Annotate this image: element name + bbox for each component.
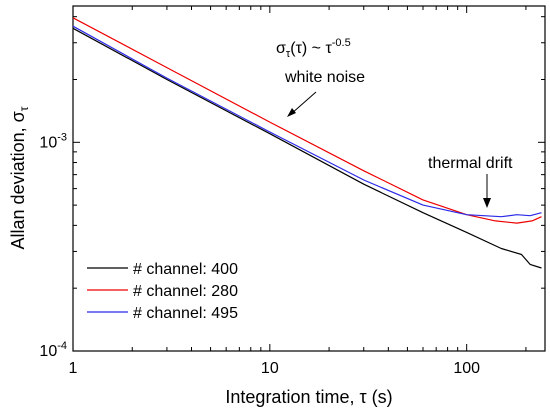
- y-tick-label: 10-4: [39, 340, 67, 360]
- x-tick-label: 1: [69, 360, 78, 377]
- white-noise-annotation: white noise: [284, 69, 365, 86]
- series-line-0: [72, 27, 542, 269]
- y-tick-label: 10-3: [39, 131, 67, 151]
- slope-annotation-sup: -0.5: [332, 37, 351, 49]
- thermal-drift-arrowhead: [483, 198, 491, 208]
- y-axis-title-main: Allan deviation, σ: [8, 111, 28, 249]
- series-line-2: [72, 25, 542, 218]
- white-noise-arrow-shaft: [290, 91, 317, 115]
- series-line-1: [72, 17, 542, 224]
- y-axis-title-sub: τ: [17, 106, 31, 111]
- slope-annotation: στ(τ) ~ τ-0.5: [276, 37, 351, 60]
- axis-ticks: 1 10 100 10-4 10-3: [39, 6, 545, 377]
- plot-frame: [72, 5, 546, 352]
- legend-label-495: # channel: 495: [133, 305, 238, 322]
- slope-annotation-mid: (τ) ~ τ: [290, 40, 332, 57]
- legend-label-400: # channel: 400: [133, 261, 238, 278]
- x-axis-title: Integration time, τ (s): [225, 387, 392, 407]
- x-tick-label: 100: [453, 360, 480, 377]
- slope-annotation-base: σ: [276, 40, 286, 57]
- legend: # channel: 400 # channel: 280 # channel:…: [87, 261, 238, 322]
- series-lines: [72, 17, 542, 269]
- thermal-drift-annotation: thermal drift: [428, 155, 513, 172]
- white-noise-arrowhead: [287, 108, 296, 117]
- x-tick-label: 10: [261, 360, 279, 377]
- y-axis-title: Allan deviation, στ: [8, 106, 31, 249]
- legend-label-280: # channel: 280: [133, 283, 238, 300]
- slope-annotation-sub: τ: [286, 48, 291, 60]
